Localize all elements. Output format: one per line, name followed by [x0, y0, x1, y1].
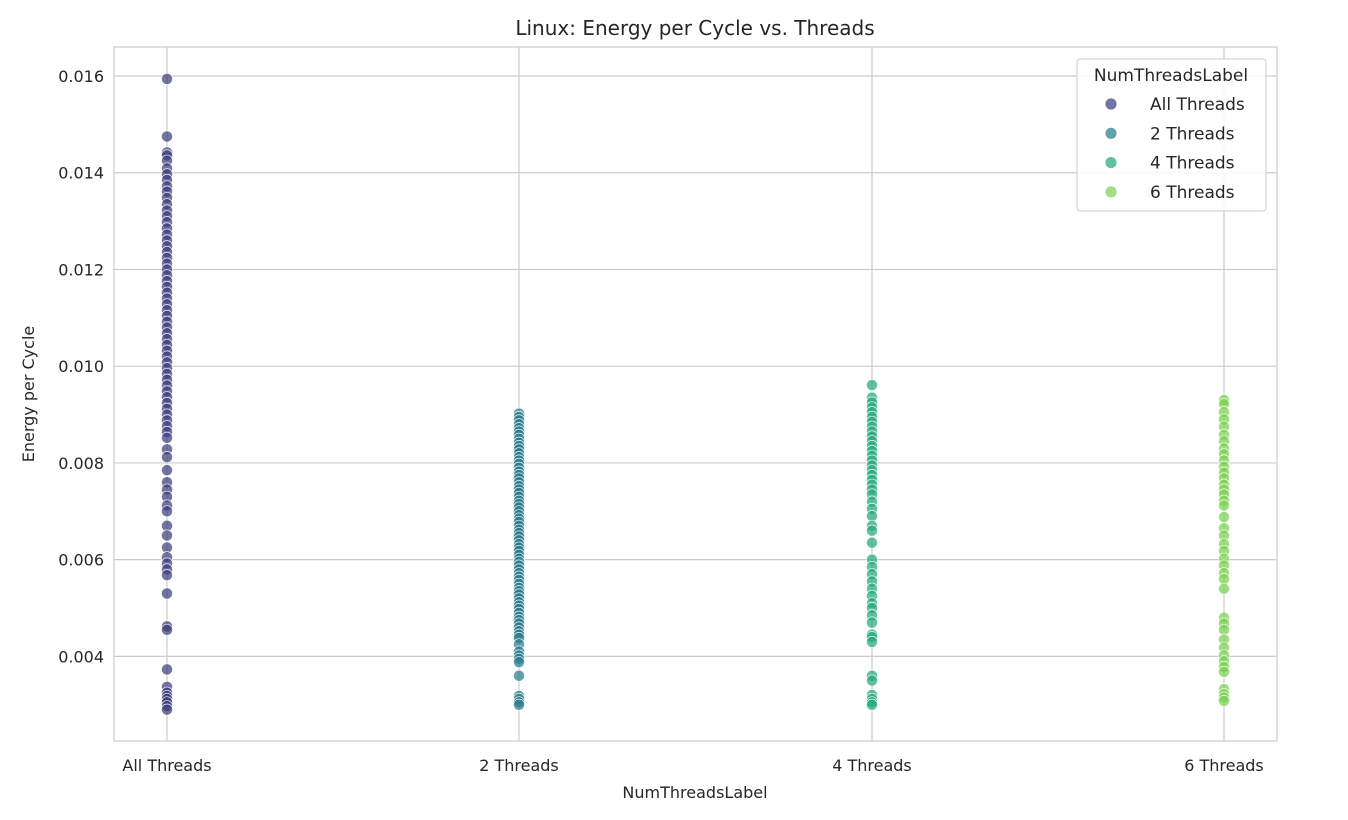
chart-title: Linux: Energy per Cycle vs. Threads: [515, 16, 874, 40]
legend-box: [1076, 58, 1267, 212]
data-point: [161, 464, 173, 477]
legend-title: NumThreadsLabel: [1094, 66, 1248, 86]
data-point: [866, 635, 878, 648]
y-tick-label: 0.006: [58, 551, 104, 570]
data-point: [161, 529, 173, 542]
data-point: [1218, 665, 1230, 678]
y-tick-label: 0.014: [58, 164, 104, 183]
data-point: [161, 505, 173, 518]
data-point: [866, 379, 878, 392]
legend-entry: 6 Threads: [1150, 183, 1235, 203]
data-point: [161, 451, 173, 464]
data-point: [161, 703, 173, 716]
y-tick-label: 0.008: [58, 454, 104, 473]
legend-marker: [1105, 98, 1117, 110]
x-tick-label: All Threads: [122, 756, 211, 775]
data-point: [161, 623, 173, 636]
x-tick-label: 4 Threads: [832, 756, 912, 775]
legend-marker: [1105, 186, 1117, 198]
data-point: [1218, 694, 1230, 707]
data-point: [866, 524, 878, 537]
x-tick-labels: All Threads 2 Threads 4 Threads 6 Threads: [122, 756, 1263, 775]
x-tick-label: 2 Threads: [479, 756, 559, 775]
legend-marker: [1105, 157, 1117, 169]
y-tick-label: 0.012: [58, 260, 104, 279]
legend-marker: [1105, 127, 1117, 139]
data-point: [1218, 511, 1230, 524]
data-point: [513, 656, 525, 669]
data-point: [866, 616, 878, 629]
data-point: [866, 536, 878, 549]
data-point: [161, 431, 173, 444]
data-point: [161, 663, 173, 676]
data-point: [161, 130, 173, 143]
legend-entry: All Threads: [1150, 95, 1245, 115]
data-point: [513, 669, 525, 682]
data-point: [1218, 582, 1230, 595]
y-tick-label: 0.010: [58, 357, 104, 376]
legend-entry: 4 Threads: [1150, 154, 1235, 174]
data-point: [866, 698, 878, 711]
data-point: [161, 72, 173, 85]
y-axis-title: Energy per Cycle: [19, 326, 38, 463]
plot-frame: [113, 46, 1278, 742]
y-tick-label: 0.004: [58, 647, 104, 666]
data-points: [161, 72, 1230, 716]
y-tick-label: 0.016: [58, 67, 104, 86]
y-tick-labels: 0.004 0.006 0.008 0.010 0.012 0.014 0.016: [58, 67, 104, 666]
x-tick-label: 6 Threads: [1184, 756, 1264, 775]
data-point: [513, 698, 525, 711]
data-point: [161, 569, 173, 582]
data-point: [1218, 499, 1230, 512]
data-point: [866, 674, 878, 687]
legend-entry: 2 Threads: [1150, 124, 1235, 144]
data-point: [161, 587, 173, 600]
x-axis-title: NumThreadsLabel: [622, 783, 767, 802]
legend: NumThreadsLabel All Threads 2 Threads 4 Th…: [1076, 58, 1267, 212]
